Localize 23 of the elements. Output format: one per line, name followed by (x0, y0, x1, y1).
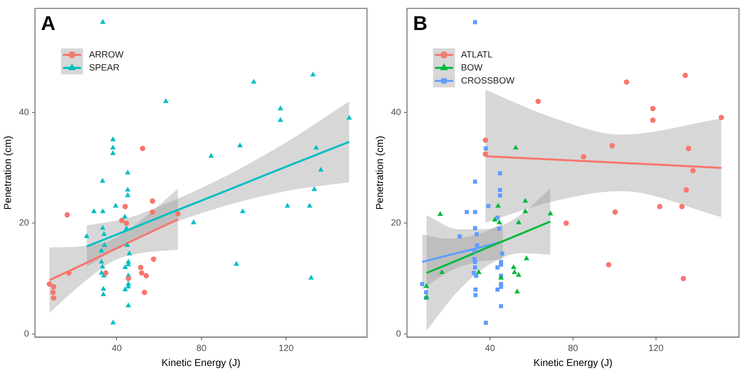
y-tick-label: 20 (390, 218, 402, 228)
legend-label: BOW (461, 62, 484, 72)
x-axis-title: Kinetic Energy (J) (162, 358, 240, 369)
legend-label: CROSSBOW (461, 75, 516, 86)
y-tick-label: 0 (24, 328, 30, 338)
y-tick-label: 20 (18, 218, 30, 228)
x-tick-label: 80 (196, 343, 206, 354)
x-axis-title: Kinetic Energy (J) (534, 358, 612, 369)
y-tick-label: 40 (390, 106, 402, 117)
x-tick-label: 80 (568, 343, 578, 354)
x-tick-label: 40 (112, 343, 122, 354)
legend-label: ARROW (89, 49, 124, 60)
y-axis-title: Penetration (cm) (374, 136, 386, 210)
x-tick-label: 120 (278, 343, 294, 354)
legend-label: ATLATL (461, 49, 493, 60)
y-axis-title: Penetration (cm) (2, 136, 14, 210)
chart-title: B (413, 12, 428, 35)
chart-title: A (41, 12, 56, 35)
y-tick-label: 0 (396, 328, 402, 338)
x-tick-label: 120 (648, 343, 664, 354)
legend-label: SPEAR (89, 62, 120, 72)
y-tick-label: 40 (18, 106, 30, 117)
x-tick-label: 40 (485, 343, 496, 354)
